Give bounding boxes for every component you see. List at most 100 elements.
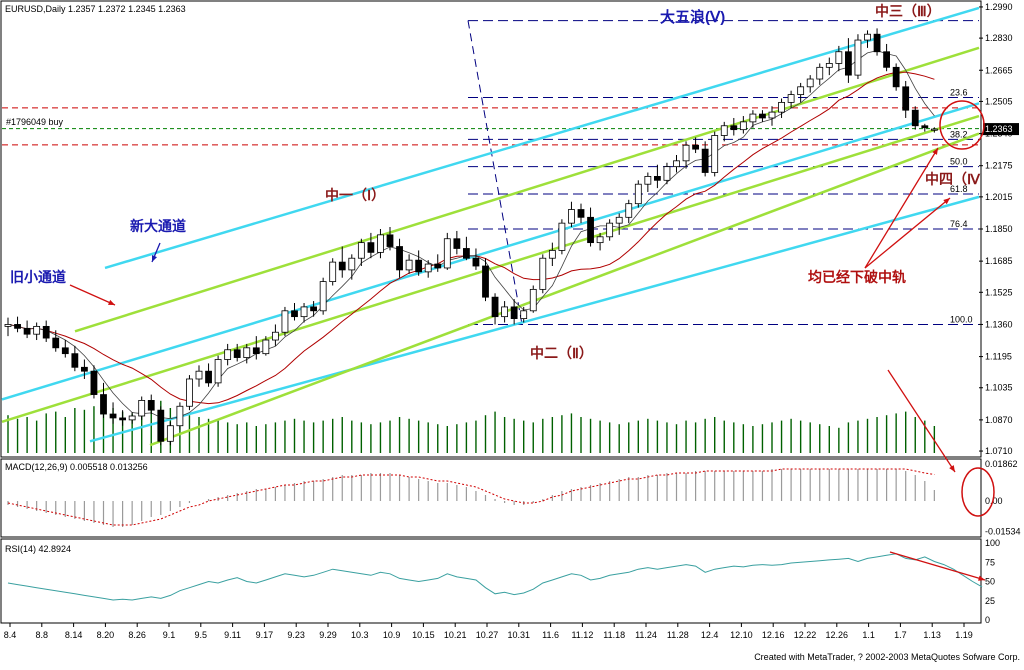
candle-body (529, 288, 537, 312)
candle-body (166, 425, 174, 442)
candle-body (768, 111, 776, 119)
date-tick-label: 10.27 (476, 630, 499, 640)
candle-body (214, 359, 222, 384)
candle-body (854, 39, 862, 76)
candle-body (128, 415, 136, 421)
date-tick-label: 11.18 (603, 630, 625, 640)
candle-body (625, 203, 633, 218)
date-tick-label: 9.11 (224, 630, 241, 640)
price-tick-label: 1.2665 (985, 65, 1013, 75)
red-dashed-levels (2, 107, 979, 146)
candle-body (186, 378, 193, 407)
arrow-new-channel-head (151, 255, 158, 262)
candle-body (14, 324, 21, 329)
current-price-box (983, 123, 1019, 136)
candle-body (520, 310, 528, 319)
candle-body (157, 409, 165, 442)
candle-body (634, 183, 642, 205)
candle-body (262, 339, 270, 355)
fib-level-label: 23.6 (950, 88, 968, 98)
candle-body (606, 222, 614, 238)
arrow-break-low-head (943, 198, 950, 205)
date-tick-label: 12.10 (730, 630, 753, 640)
macd-tick-label: -0.01534 (985, 527, 1021, 537)
date-tick-label: 12.22 (794, 630, 817, 640)
candle-body (147, 400, 155, 411)
fib-level-label: 38.2 (950, 129, 968, 139)
candle-body (587, 216, 594, 244)
trend-channels (1, 6, 980, 447)
date-tick-label: 9.29 (319, 630, 337, 640)
arrow-to-macd (887, 369, 956, 473)
old-channel-upper (74, 46, 980, 333)
price-tick-label: 1.1685 (985, 256, 1013, 266)
candle-body (319, 281, 327, 312)
candle-body (443, 238, 451, 269)
main-chart-title: EURUSD,Daily 1.2357 1.2372 1.2345 1.2363 (5, 4, 186, 14)
candle-body (644, 176, 652, 185)
candle-body (100, 394, 107, 415)
candle-body (797, 86, 805, 95)
arrow-break-mid (864, 147, 939, 269)
highlight-circle-macd (961, 467, 995, 517)
candle-body (71, 353, 79, 368)
date-tick-label: 11.28 (667, 630, 689, 640)
candle-body (109, 413, 117, 419)
price-tick-label: 1.0870 (985, 415, 1013, 425)
candle-body (787, 94, 795, 103)
rsi-line: 100 75 50 25 0 (7, 538, 1000, 625)
candle-body (453, 238, 461, 249)
old-channel-lower (149, 132, 980, 447)
candle-body (271, 331, 279, 341)
candle-body (424, 263, 432, 273)
candle-body (873, 33, 881, 53)
arrow-to-macd-head (949, 465, 955, 472)
price-tick-label: 1.1360 (985, 319, 1013, 329)
date-tick-label: 1.13 (923, 630, 941, 640)
annotation-label: 大五浪(Ⅴ) (660, 8, 725, 26)
rsi-tick-label: 25 (985, 596, 995, 606)
candle-body (835, 51, 843, 64)
candle-body (205, 370, 212, 384)
rsi-title: RSI(14) 42.8924 (5, 544, 71, 554)
rsi-tick-label: 75 (985, 557, 995, 567)
candle-body (23, 327, 31, 335)
rsi-tick-label: 100 (985, 538, 1000, 548)
arrow-break-mid-head (932, 148, 938, 155)
candle-body (615, 216, 623, 224)
candle-body (759, 113, 766, 119)
candle-body (338, 261, 346, 271)
candle-body (558, 222, 566, 251)
date-tick-label: 9.17 (256, 630, 274, 640)
candle-body (195, 370, 203, 380)
macd-signal-line (7, 468, 935, 526)
candle-body (720, 125, 728, 136)
price-tick-label: 1.2505 (985, 96, 1013, 106)
date-tick-label: 12.4 (701, 630, 719, 640)
fib-level-label: 61.8 (950, 184, 968, 194)
date-tick-label: 11.6 (542, 630, 559, 640)
candle-body (462, 248, 470, 259)
candle-body (33, 325, 41, 335)
rsi-line (7, 553, 983, 601)
candle-body (310, 306, 318, 312)
candle-body (396, 246, 403, 271)
candle-body (176, 405, 184, 427)
candle-body (845, 51, 852, 76)
date-tick-label: 10.21 (444, 630, 467, 640)
date-tick-label: 8.26 (128, 630, 146, 640)
macd-tick-label: 0.00 (985, 496, 1003, 506)
candle-body (61, 347, 69, 355)
candle-body (243, 347, 251, 358)
date-tick-label: 9.23 (287, 630, 305, 640)
candle-body (825, 63, 833, 68)
candle-body (233, 349, 241, 358)
price-axis: 1.29901.28301.26651.25051.23401.21751.20… (979, 2, 1019, 456)
annotation-label: 中二（Ⅱ） (530, 345, 593, 361)
annotation-label: 中四（Ⅳ (925, 171, 981, 187)
candle-body (701, 148, 709, 173)
macd-panel-frame (0, 458, 982, 538)
candle-body (921, 125, 929, 129)
rsi-tick-label: 0 (985, 615, 990, 625)
